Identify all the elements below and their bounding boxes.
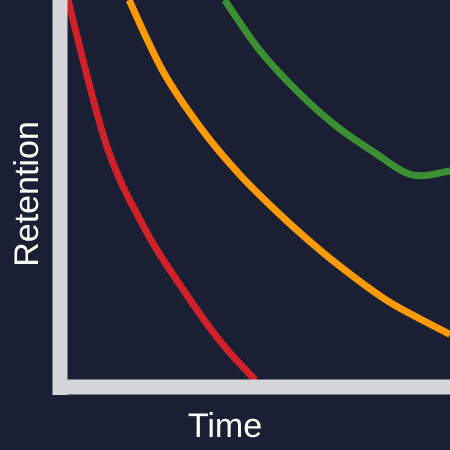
retention-curve-3 — [221, 0, 450, 180]
series-layer — [64, 0, 450, 383]
x-axis-title: Time — [188, 407, 262, 445]
y-axis-title: Retention — [8, 121, 46, 267]
retention-curve-2 — [125, 0, 450, 338]
retention-curve-1 — [64, 0, 258, 383]
